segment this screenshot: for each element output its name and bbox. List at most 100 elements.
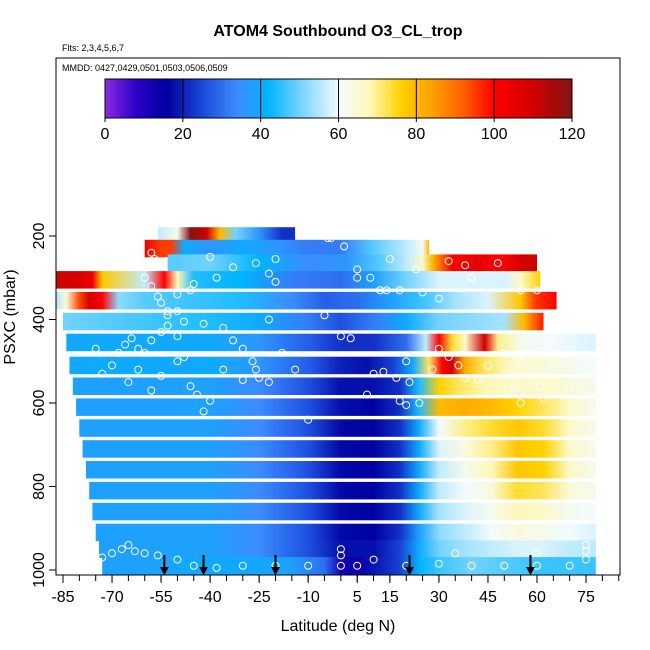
plot-frame xyxy=(55,57,621,576)
y-tick-label: 200 xyxy=(31,223,48,250)
heatmap-row xyxy=(79,419,596,437)
observation-point xyxy=(582,515,590,524)
observation-point xyxy=(238,344,247,353)
sample-arrows xyxy=(159,555,535,575)
observation-point xyxy=(415,399,424,407)
observation-point xyxy=(140,348,149,357)
x-tick-label: -25 xyxy=(248,589,271,606)
observation-point xyxy=(163,311,172,320)
observation-point xyxy=(336,551,345,560)
observation-point xyxy=(382,286,391,295)
observation-point xyxy=(229,336,237,345)
observation-point xyxy=(369,555,378,564)
observation-point xyxy=(336,332,345,341)
observation-point xyxy=(199,407,208,416)
observation-point xyxy=(229,263,237,272)
observation-point xyxy=(461,261,470,270)
observation-point xyxy=(147,248,156,257)
observation-point xyxy=(264,269,273,278)
observation-point xyxy=(444,353,453,362)
observation-point xyxy=(451,549,460,558)
observation-point xyxy=(582,555,590,564)
y-tick-label: 1000 xyxy=(31,552,48,588)
observation-point xyxy=(186,286,195,295)
observation-point xyxy=(395,286,404,295)
observation-point xyxy=(582,541,590,549)
x-axis-label: Latitude (deg N) xyxy=(281,618,396,635)
observation-point xyxy=(271,277,280,286)
observation-point xyxy=(516,399,525,407)
x-tick-label: -85 xyxy=(51,589,74,606)
observation-point xyxy=(134,365,143,374)
heatmap-row xyxy=(92,502,596,521)
sample-arrowhead xyxy=(159,567,169,575)
observation-point xyxy=(591,407,600,416)
observation-point xyxy=(474,376,483,384)
observation-point xyxy=(157,298,166,307)
x-tick-label: -70 xyxy=(100,589,123,606)
observation-point xyxy=(500,369,509,378)
observation-point xyxy=(327,234,336,243)
observation-point xyxy=(173,307,182,316)
observation-point xyxy=(500,348,509,357)
heatmap-row xyxy=(99,540,596,558)
observation-point xyxy=(533,561,541,570)
observation-point xyxy=(251,365,260,374)
observation-point xyxy=(251,259,260,268)
observation-point xyxy=(117,545,126,554)
observation-point xyxy=(323,234,332,243)
observation-point xyxy=(500,561,509,570)
heatmap-row xyxy=(66,333,596,352)
chart-title: ATOM4 Southbound O3_CL_trop xyxy=(213,23,462,40)
observation-point xyxy=(516,357,525,366)
heatmap-row xyxy=(95,523,596,542)
observation-point xyxy=(336,561,345,570)
observation-point xyxy=(124,541,133,549)
observation-point xyxy=(379,367,388,376)
observation-point xyxy=(140,549,149,558)
observation-point xyxy=(140,273,149,282)
observation-point xyxy=(395,396,404,405)
observation-point xyxy=(212,563,221,572)
observation-point xyxy=(565,561,574,570)
sample-arrowhead xyxy=(270,567,280,575)
heatmap-row xyxy=(56,291,557,310)
observation-point xyxy=(271,255,280,263)
heatmap-row xyxy=(69,356,596,375)
observation-point xyxy=(189,561,198,570)
observation-point xyxy=(444,257,453,266)
observation-point xyxy=(173,357,182,366)
colorbar-tick-label: 120 xyxy=(559,126,586,143)
observation-point xyxy=(212,273,221,282)
colorbar: 0 20 40 60 80 100 120 xyxy=(101,78,586,143)
observation-point xyxy=(121,340,130,349)
observation-point xyxy=(219,365,228,374)
observation-point xyxy=(163,307,172,316)
observation-point xyxy=(147,282,156,291)
observation-point xyxy=(278,348,286,357)
observation-point xyxy=(363,390,371,399)
observation-point xyxy=(392,373,401,382)
observation-point xyxy=(238,561,247,570)
colorbar-tick-label: 80 xyxy=(407,126,425,143)
observation-point xyxy=(385,255,394,263)
observation-point xyxy=(98,369,107,378)
observation-point xyxy=(199,319,208,328)
observation-point xyxy=(353,265,362,274)
observation-point xyxy=(402,401,411,410)
observation-point xyxy=(461,373,470,382)
observation-point xyxy=(108,361,116,370)
x-tick-label: -10 xyxy=(297,589,320,606)
observation-point xyxy=(493,259,502,268)
y-tick-label: 400 xyxy=(31,306,48,333)
x-tick-label: 30 xyxy=(430,589,448,606)
observation-point xyxy=(186,382,195,391)
observation-point xyxy=(516,286,525,295)
observation-point xyxy=(157,328,166,336)
x-axis: -85 -70 -55 -40 -25 -10 5 15 30 45 60 75 xyxy=(51,575,620,606)
observation-point xyxy=(484,361,492,370)
observation-point xyxy=(353,273,362,282)
x-tick-label: 60 xyxy=(528,589,546,606)
observation-point xyxy=(163,321,172,330)
